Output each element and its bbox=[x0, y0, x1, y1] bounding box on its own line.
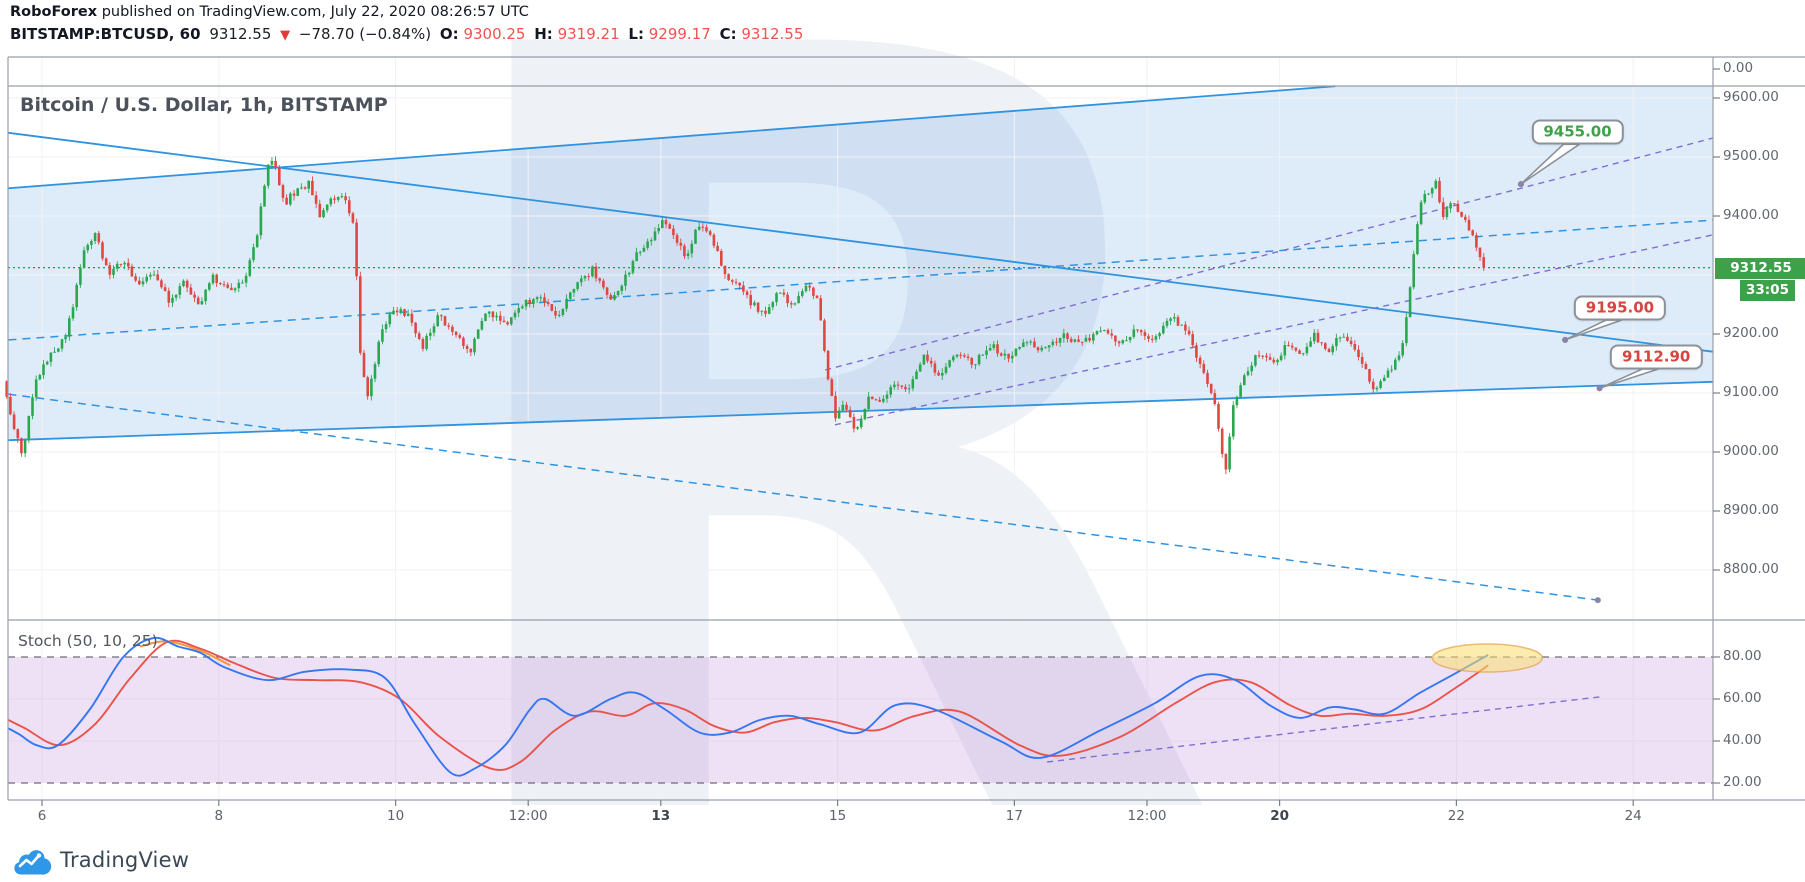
time-tick-label: 22 bbox=[1447, 808, 1465, 824]
price-tick-label: 8800.00 bbox=[1723, 561, 1779, 577]
time-tick-label: 13 bbox=[651, 808, 671, 824]
tradingview-cloud-icon bbox=[14, 850, 52, 875]
price-tick-label: 9100.00 bbox=[1723, 384, 1779, 400]
price-tick-label: 40.00 bbox=[1723, 732, 1762, 748]
channel-fill bbox=[8, 86, 1714, 441]
price-tick-label: 9500.00 bbox=[1723, 148, 1779, 164]
trendline-rising-to-top bbox=[8, 85, 1336, 190]
close-value: 9312.55 bbox=[741, 25, 804, 43]
callout-dot bbox=[1517, 181, 1524, 188]
callout-dot bbox=[1596, 385, 1603, 392]
price-tick-label: 9600.00 bbox=[1723, 89, 1779, 105]
open-label: O: bbox=[439, 25, 459, 43]
time-tick-label: 6 bbox=[37, 808, 47, 824]
price-level-callout[interactable]: 9195.00 bbox=[1573, 295, 1667, 321]
last-price: 9312.55 bbox=[209, 25, 272, 43]
publisher-name: RoboForex bbox=[10, 4, 98, 20]
trendline-channel-upper bbox=[825, 137, 1713, 371]
price-tick-label: 9000.00 bbox=[1723, 443, 1779, 459]
down-arrow-icon: ▼ bbox=[280, 28, 291, 43]
price-tick-label: 9400.00 bbox=[1723, 207, 1779, 223]
price-tick-label: 60.00 bbox=[1723, 690, 1762, 706]
stoch-k-line bbox=[7, 636, 1489, 777]
time-tick-label: 20 bbox=[1270, 808, 1289, 824]
low-label: L: bbox=[628, 25, 644, 43]
price-level-callout[interactable]: 9455.00 bbox=[1531, 119, 1624, 145]
symbol-row: BITSTAMP:BTCUSD, 60 9312.55 ▼ −78.70 (−0… bbox=[10, 25, 807, 43]
close-label: C: bbox=[719, 25, 737, 43]
anchor-dot bbox=[1594, 597, 1601, 604]
time-tick-label: 10 bbox=[387, 808, 405, 824]
price-tick-label: 20.00 bbox=[1723, 774, 1762, 790]
price-tick-label: 0.00 bbox=[1723, 60, 1754, 76]
trendline-upper-descending bbox=[8, 131, 1713, 353]
callout-dot bbox=[1562, 336, 1569, 343]
symbol-interval: BITSTAMP:BTCUSD, 60 bbox=[10, 25, 201, 43]
time-tick-label: 15 bbox=[829, 808, 847, 824]
stoch-indicator-label: Stoch (50, 10, 25) bbox=[18, 632, 158, 650]
attribution-row: RoboForex published on TradingView.com, … bbox=[10, 4, 529, 20]
trendline-channel-lower bbox=[834, 234, 1713, 426]
trendline-mid-ascending bbox=[8, 219, 1713, 341]
time-tick-label: 12:00 bbox=[1127, 808, 1167, 824]
stoch-band bbox=[8, 657, 1713, 783]
stoch-trendline bbox=[1047, 696, 1600, 763]
stoch-accent-line bbox=[139, 640, 231, 667]
chart-title: Bitcoin / U.S. Dollar, 1h, BITSTAMP bbox=[20, 94, 388, 116]
price-change: −78.70 (−0.84%) bbox=[298, 25, 432, 43]
stoch-highlight-ellipse bbox=[1431, 643, 1544, 673]
time-tick-label: 8 bbox=[214, 808, 224, 824]
current-price-badge: 9312.55 bbox=[1715, 257, 1805, 279]
low-value: 9299.17 bbox=[648, 25, 711, 43]
trendline-long-descending bbox=[8, 393, 1598, 601]
high-label: H: bbox=[534, 25, 553, 43]
tradingview-logo[interactable]: TradingView bbox=[12, 845, 189, 875]
tradingview-logo-text: TradingView bbox=[60, 848, 190, 872]
time-tick-label: 17 bbox=[1005, 808, 1023, 824]
open-value: 9300.25 bbox=[463, 25, 526, 43]
price-tick-label: 8900.00 bbox=[1723, 502, 1779, 518]
bar-countdown-badge: 33:05 bbox=[1740, 279, 1795, 301]
time-tick-label: 12:00 bbox=[508, 808, 548, 824]
price-tick-label: 80.00 bbox=[1723, 648, 1762, 664]
publication-info: published on TradingView.com, July 22, 2… bbox=[97, 4, 529, 20]
high-value: 9319.21 bbox=[557, 25, 620, 43]
price-level-callout[interactable]: 9112.90 bbox=[1610, 344, 1703, 370]
price-tick-label: 9200.00 bbox=[1723, 325, 1779, 341]
stoch-d-line bbox=[7, 639, 1489, 771]
time-tick-label: 24 bbox=[1624, 808, 1642, 824]
